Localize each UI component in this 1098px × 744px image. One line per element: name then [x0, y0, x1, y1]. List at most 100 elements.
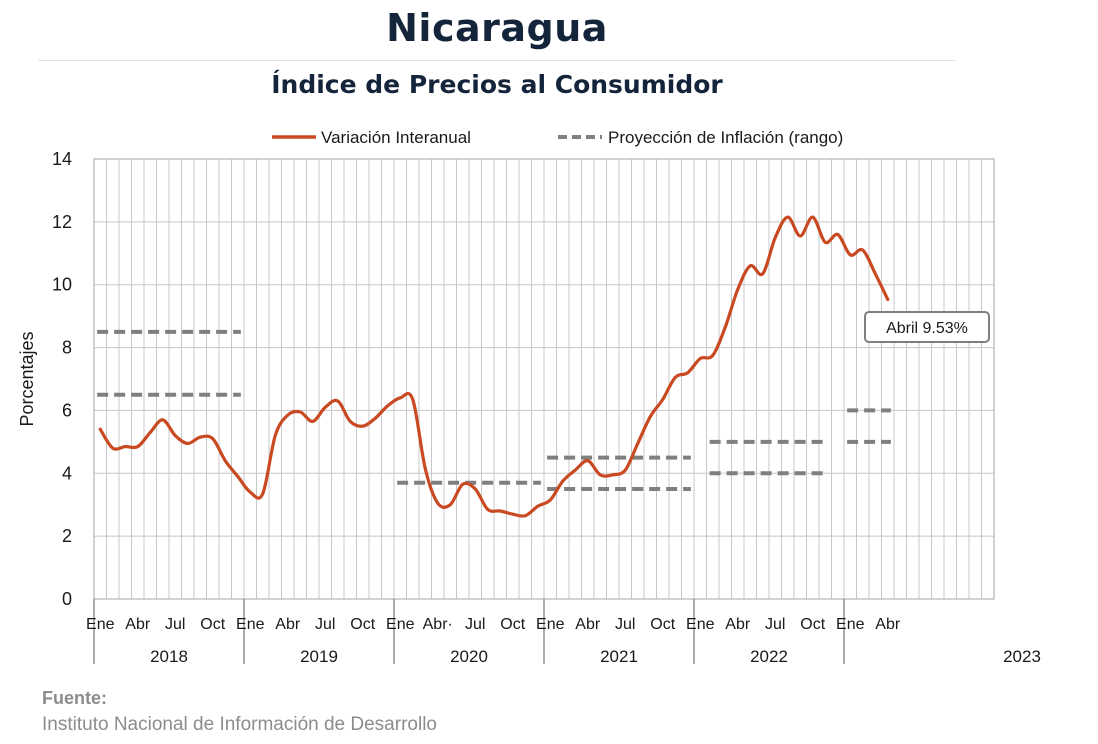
data-point	[436, 501, 440, 505]
data-point	[423, 467, 427, 471]
x-tick-label: Ene	[536, 616, 565, 633]
x-tick-label: Ene	[86, 616, 115, 633]
data-point	[311, 419, 315, 423]
x-year-label: 2020	[450, 647, 488, 666]
data-point	[786, 215, 790, 219]
annotation-box	[864, 311, 990, 343]
data-point	[673, 375, 677, 379]
data-point	[586, 459, 590, 463]
data-point	[336, 399, 340, 403]
data-point	[698, 357, 702, 361]
x-tick-label: Oct	[650, 616, 675, 633]
data-point	[523, 514, 527, 518]
x-tick-label: Jul	[765, 616, 785, 633]
data-point	[836, 232, 840, 236]
x-tick-label: Jul	[465, 616, 485, 633]
data-point	[261, 492, 265, 496]
x-tick-label: Ene	[686, 616, 715, 633]
data-point	[448, 503, 452, 507]
x-tick-label: Abr·	[423, 616, 453, 633]
data-point	[573, 468, 577, 472]
y-tick-label: 0	[62, 589, 72, 609]
x-tick-label: Oct	[500, 616, 525, 633]
data-point	[623, 468, 627, 472]
data-point	[236, 474, 240, 478]
x-tick-label: Abr	[275, 616, 301, 633]
y-tick-label: 12	[52, 212, 72, 232]
x-year-label: 2018	[150, 647, 188, 666]
y-tick-label: 6	[62, 400, 72, 420]
data-point	[123, 445, 127, 449]
data-point	[748, 264, 752, 268]
data-point	[211, 437, 215, 441]
gridlines	[93, 158, 995, 600]
x-tick-label: Abr	[875, 616, 901, 633]
data-point	[248, 490, 252, 494]
data-point	[823, 240, 827, 244]
data-point	[611, 473, 615, 477]
data-point	[561, 479, 565, 483]
projection-lines	[97, 329, 891, 491]
data-point	[723, 325, 727, 329]
annotation-label: Abril 9.53%	[886, 320, 968, 337]
x-year-label: 2019	[300, 647, 338, 666]
data-point	[111, 446, 115, 450]
y-tick-label: 14	[52, 149, 72, 169]
data-point	[148, 430, 152, 434]
data-point	[498, 509, 502, 513]
chart-subtitle: Índice de Precios al Consumidor	[271, 70, 723, 99]
data-point	[398, 396, 402, 400]
source-text: Instituto Nacional de Información de Des…	[42, 714, 437, 735]
data-point	[461, 482, 465, 486]
data-point	[886, 297, 890, 301]
data-point	[511, 512, 515, 516]
data-point	[136, 445, 140, 449]
x-tick-label: Jul	[615, 616, 635, 633]
legend-label-projection: Proyección de Inflación (rango)	[608, 128, 843, 147]
data-point	[323, 405, 327, 409]
data-point	[173, 434, 177, 438]
data-point	[98, 427, 102, 431]
x-tick-label: Jul	[165, 616, 185, 633]
data-point	[761, 272, 765, 276]
x-tick-label: Jul	[315, 616, 335, 633]
data-point	[486, 507, 490, 511]
x-tick-label: Ene	[386, 616, 415, 633]
x-tick-label: Abr	[575, 616, 601, 633]
data-point	[648, 415, 652, 419]
y-tick-label: 10	[52, 275, 72, 295]
data-point	[273, 434, 277, 438]
x-tick-label: Ene	[236, 616, 265, 633]
data-point	[861, 248, 865, 252]
data-point	[361, 424, 365, 428]
data-point	[873, 272, 877, 276]
data-point	[798, 234, 802, 238]
legend-label-series: Variación Interanual	[321, 128, 471, 147]
data-point	[711, 353, 715, 357]
data-point	[548, 498, 552, 502]
data-point	[636, 441, 640, 445]
y-tick-label: 8	[62, 338, 72, 358]
data-point	[373, 416, 377, 420]
data-point	[348, 419, 352, 423]
x-tick-label: Abr	[725, 616, 751, 633]
data-point	[661, 397, 665, 401]
series-points	[98, 215, 890, 518]
data-point	[411, 397, 415, 401]
data-point	[198, 435, 202, 439]
x-tick-label: Ene	[836, 616, 865, 633]
data-point	[598, 473, 602, 477]
x-year-label: 2022	[750, 647, 788, 666]
x-year-label: 2021	[600, 647, 638, 666]
series-line-variacion-interanual	[98, 215, 890, 518]
page-title: Nicaragua	[386, 6, 608, 50]
data-point	[686, 371, 690, 375]
source-label: Fuente:	[42, 688, 107, 708]
y-axis-label: Porcentajes	[17, 331, 37, 426]
data-point	[848, 253, 852, 257]
data-point	[386, 404, 390, 408]
data-point	[223, 459, 227, 463]
x-tick-label: Abr	[125, 616, 151, 633]
data-point	[773, 236, 777, 240]
title-divider	[38, 60, 956, 61]
